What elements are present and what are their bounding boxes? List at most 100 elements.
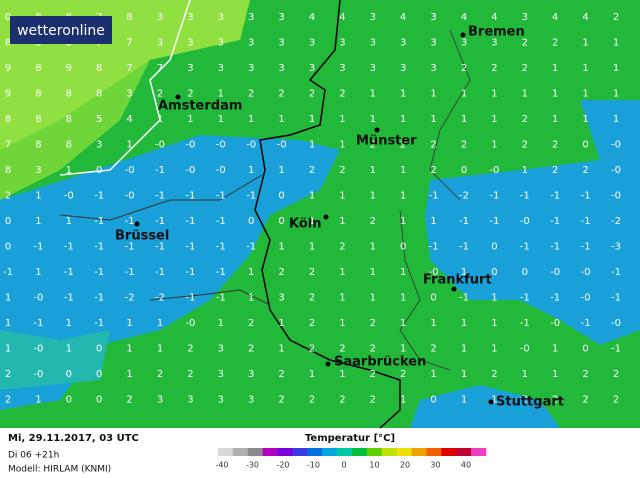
grid-value: 2 — [522, 38, 528, 49]
grid-value: 1 — [278, 318, 284, 329]
grid-value: -0 — [611, 318, 621, 329]
city-dot — [175, 94, 181, 100]
grid-value: 2 — [5, 191, 11, 202]
grid-value: 1 — [278, 165, 284, 176]
grid-value: 0 — [400, 242, 406, 253]
grid-value: 2 — [309, 395, 315, 406]
grid-value: -0 — [185, 318, 195, 329]
grid-value: 1 — [157, 318, 163, 329]
grid-value: 2 — [370, 369, 376, 380]
logo: wetteronline — [17, 23, 105, 39]
grid-value: -0 — [216, 165, 226, 176]
grid-value: 3 — [248, 63, 254, 74]
grid-value: 3 — [400, 38, 406, 49]
grid-value: 9 — [5, 89, 11, 100]
grid-value: 8 — [126, 12, 132, 23]
grid-value: 1 — [248, 165, 254, 176]
grid-value: 1 — [491, 293, 497, 304]
grid-value: 1 — [430, 216, 436, 227]
grid-value: 3 — [339, 63, 345, 74]
grid-value: -1 — [64, 293, 74, 304]
grid-value: 2 — [309, 318, 315, 329]
grid-value: -1 — [459, 242, 469, 253]
grid-value: 3 — [370, 38, 376, 49]
city-label: Frankfurt — [423, 273, 492, 288]
grid-value: 5 — [96, 114, 102, 125]
grid-value: -0 — [611, 191, 621, 202]
grid-value: 1 — [35, 267, 41, 278]
grid-value: 2 — [339, 344, 345, 355]
scale-swatch — [411, 448, 427, 456]
grid-value: -0 — [520, 344, 530, 355]
scale-label: 0 — [341, 461, 346, 470]
grid-value: -1 — [94, 216, 104, 227]
grid-value: 1 — [35, 216, 41, 227]
grid-value: 3 — [248, 12, 254, 23]
grid-value: 1 — [157, 344, 163, 355]
grid-value: 1 — [248, 114, 254, 125]
grid-value: 2 — [278, 369, 284, 380]
grid-value: 1 — [66, 344, 72, 355]
grid-value: 3 — [218, 395, 224, 406]
grid-value: -2 — [155, 293, 165, 304]
grid-value: 3 — [278, 38, 284, 49]
scale-swatch — [307, 448, 323, 456]
grid-value: 1 — [400, 191, 406, 202]
grid-value: 9 — [66, 63, 72, 74]
grid-value: 2 — [400, 369, 406, 380]
grid-value: -1 — [64, 267, 74, 278]
grid-value: -0 — [581, 293, 591, 304]
grid-value: 2 — [157, 89, 163, 100]
grid-value: 2 — [248, 318, 254, 329]
grid-value: -0 — [520, 216, 530, 227]
grid-value: 1 — [400, 318, 406, 329]
grid-value: -1 — [520, 318, 530, 329]
grid-value: 1 — [370, 114, 376, 125]
grid-value: -1 — [94, 242, 104, 253]
value-grid: 0 8 8 7 8 3 3 3 3 3 4 4 3 4 3 4 4 3 4 4 2 8 8 8 7 7 3 3 3 3 3 3 3 3 3 3 3 3 2 2… — [3, 12, 621, 406]
grid-value: 1 — [35, 395, 41, 406]
city-label: Köln — [289, 217, 322, 232]
grid-value: 1 — [66, 165, 72, 176]
grid-value: 3 — [248, 369, 254, 380]
grid-value: 2 — [5, 395, 11, 406]
grid-value: 4 — [582, 12, 588, 23]
grid-value: 1 — [461, 267, 467, 278]
grid-value: 3 — [157, 38, 163, 49]
grid-value: 0 — [491, 242, 497, 253]
grid-value: 1 — [582, 89, 588, 100]
grid-value: 9 — [5, 63, 11, 74]
grid-value: 0 — [5, 12, 11, 23]
border — [59, 174, 263, 221]
grid-value: 1 — [248, 267, 254, 278]
grid-value: -1 — [155, 242, 165, 253]
scale-swatch — [322, 448, 338, 456]
date: Mi, 29.11.2017, 03 UTC — [8, 433, 139, 444]
grid-value: 1 — [66, 318, 72, 329]
grid-value: -1 — [216, 293, 226, 304]
grid-value: 8 — [66, 140, 72, 151]
grid-value: 1 — [339, 293, 345, 304]
grid-value: 1 — [339, 267, 345, 278]
scale-swatch — [218, 448, 234, 456]
grid-value: 8 — [66, 89, 72, 100]
grid-value: -1 — [33, 318, 43, 329]
grid-value: 1 — [491, 140, 497, 151]
grid-value: 3 — [309, 38, 315, 49]
grid-value: 7 — [126, 38, 132, 49]
scale-swatch — [471, 448, 487, 456]
grid-value: 1 — [126, 344, 132, 355]
grid-value: 1 — [157, 114, 163, 125]
grid-value: 8 — [35, 140, 41, 151]
grid-value: 2 — [187, 369, 193, 380]
grid-value: -0 — [429, 267, 439, 278]
grid-value: 1 — [218, 89, 224, 100]
grid-value: 1 — [309, 216, 315, 227]
scale-swatch — [352, 448, 368, 456]
grid-value: 1 — [370, 165, 376, 176]
grid-value: -0 — [550, 267, 560, 278]
grid-value: 0 — [5, 216, 11, 227]
grid-value: 3 — [430, 38, 436, 49]
grid-value: -1 — [246, 242, 256, 253]
grid-value: -1 — [550, 242, 560, 253]
